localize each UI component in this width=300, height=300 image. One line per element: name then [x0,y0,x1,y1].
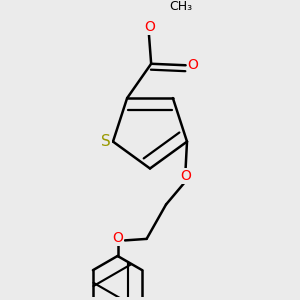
Text: O: O [188,58,199,72]
Text: S: S [100,134,110,149]
Text: O: O [180,169,191,183]
Text: O: O [112,231,123,245]
Text: CH₃: CH₃ [170,0,193,13]
Text: O: O [144,20,155,34]
